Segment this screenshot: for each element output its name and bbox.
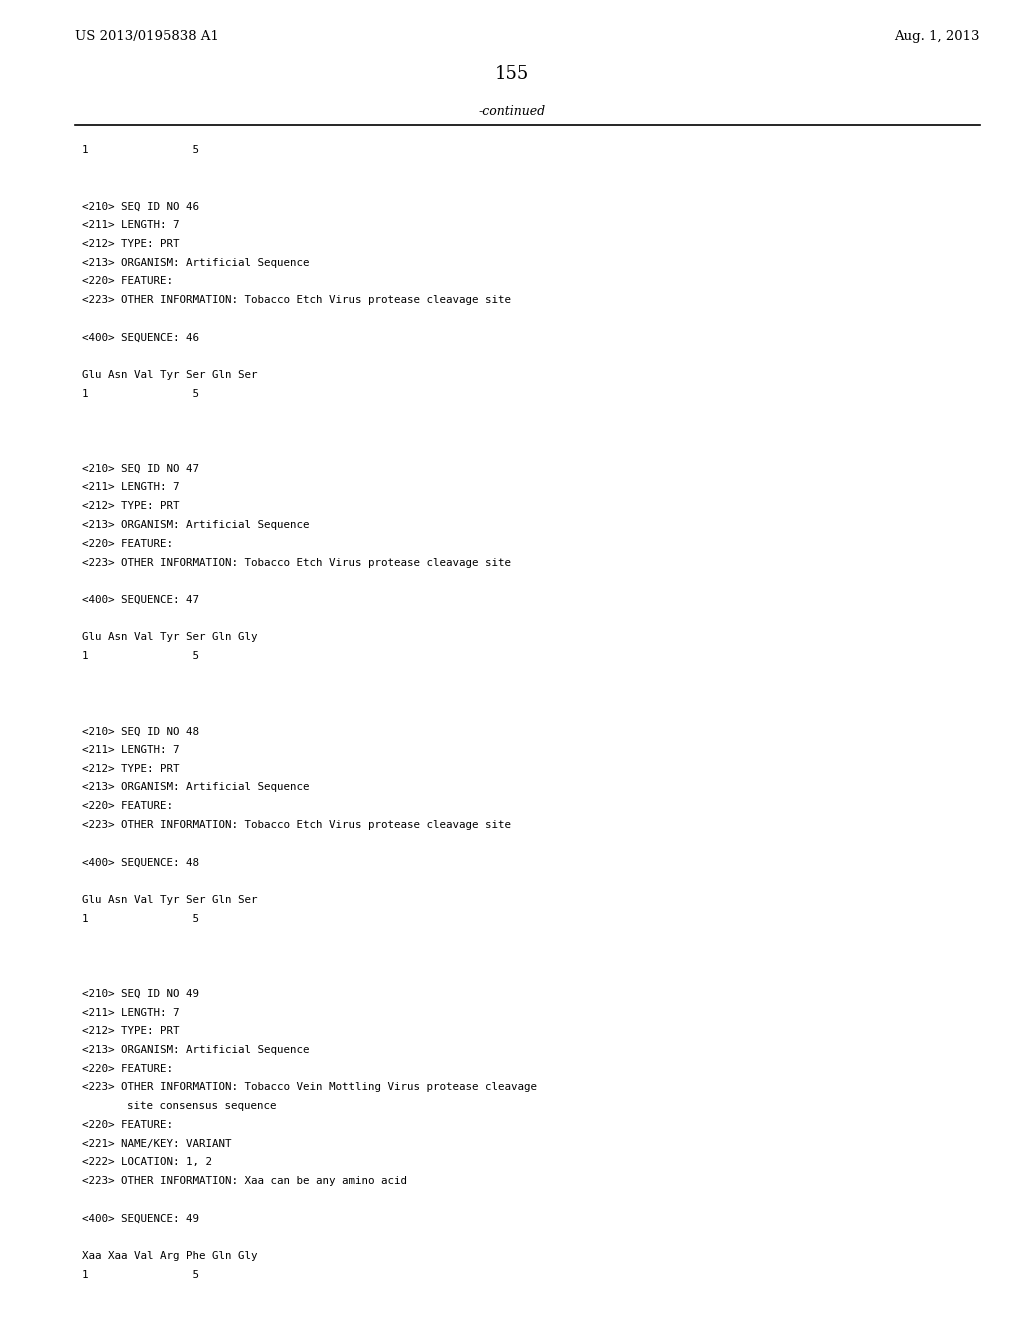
Text: Glu Asn Val Tyr Ser Gln Gly: Glu Asn Val Tyr Ser Gln Gly: [82, 632, 257, 643]
Text: <213> ORGANISM: Artificial Sequence: <213> ORGANISM: Artificial Sequence: [82, 783, 309, 792]
Text: <400> SEQUENCE: 49: <400> SEQUENCE: 49: [82, 1214, 199, 1224]
Text: <400> SEQUENCE: 47: <400> SEQUENCE: 47: [82, 595, 199, 605]
Text: <223> OTHER INFORMATION: Tobacco Etch Virus protease cleavage site: <223> OTHER INFORMATION: Tobacco Etch Vi…: [82, 820, 511, 830]
Text: <212> TYPE: PRT: <212> TYPE: PRT: [82, 764, 179, 774]
Text: <220> FEATURE:: <220> FEATURE:: [82, 1064, 173, 1073]
Text: <211> LENGTH: 7: <211> LENGTH: 7: [82, 220, 179, 230]
Text: <220> FEATURE:: <220> FEATURE:: [82, 539, 173, 549]
Text: 1                5: 1 5: [82, 651, 199, 661]
Text: 1                5: 1 5: [82, 389, 199, 399]
Text: -continued: -continued: [478, 106, 546, 117]
Text: <212> TYPE: PRT: <212> TYPE: PRT: [82, 1026, 179, 1036]
Text: Xaa Xaa Val Arg Phe Gln Gly: Xaa Xaa Val Arg Phe Gln Gly: [82, 1251, 257, 1261]
Text: <213> ORGANISM: Artificial Sequence: <213> ORGANISM: Artificial Sequence: [82, 1045, 309, 1055]
Text: <213> ORGANISM: Artificial Sequence: <213> ORGANISM: Artificial Sequence: [82, 257, 309, 268]
Text: <223> OTHER INFORMATION: Xaa can be any amino acid: <223> OTHER INFORMATION: Xaa can be any …: [82, 1176, 407, 1187]
Text: <210> SEQ ID NO 49: <210> SEQ ID NO 49: [82, 989, 199, 999]
Text: 1                5: 1 5: [82, 1270, 199, 1280]
Text: <400> SEQUENCE: 46: <400> SEQUENCE: 46: [82, 333, 199, 342]
Text: <211> LENGTH: 7: <211> LENGTH: 7: [82, 1007, 179, 1018]
Text: <223> OTHER INFORMATION: Tobacco Etch Virus protease cleavage site: <223> OTHER INFORMATION: Tobacco Etch Vi…: [82, 557, 511, 568]
Text: <211> LENGTH: 7: <211> LENGTH: 7: [82, 483, 179, 492]
Text: <211> LENGTH: 7: <211> LENGTH: 7: [82, 744, 179, 755]
Text: <213> ORGANISM: Artificial Sequence: <213> ORGANISM: Artificial Sequence: [82, 520, 309, 531]
Text: <212> TYPE: PRT: <212> TYPE: PRT: [82, 502, 179, 511]
Text: <223> OTHER INFORMATION: Tobacco Etch Virus protease cleavage site: <223> OTHER INFORMATION: Tobacco Etch Vi…: [82, 294, 511, 305]
Text: <220> FEATURE:: <220> FEATURE:: [82, 1119, 173, 1130]
Text: <210> SEQ ID NO 46: <210> SEQ ID NO 46: [82, 201, 199, 211]
Text: Glu Asn Val Tyr Ser Gln Ser: Glu Asn Val Tyr Ser Gln Ser: [82, 370, 257, 380]
Text: <210> SEQ ID NO 47: <210> SEQ ID NO 47: [82, 463, 199, 474]
Text: <223> OTHER INFORMATION: Tobacco Vein Mottling Virus protease cleavage: <223> OTHER INFORMATION: Tobacco Vein Mo…: [82, 1082, 537, 1093]
Text: <220> FEATURE:: <220> FEATURE:: [82, 276, 173, 286]
Text: <220> FEATURE:: <220> FEATURE:: [82, 801, 173, 812]
Text: 1                5: 1 5: [82, 145, 199, 154]
Text: Aug. 1, 2013: Aug. 1, 2013: [895, 30, 980, 44]
Text: US 2013/0195838 A1: US 2013/0195838 A1: [75, 30, 219, 44]
Text: <400> SEQUENCE: 48: <400> SEQUENCE: 48: [82, 858, 199, 867]
Text: site consensus sequence: site consensus sequence: [127, 1101, 276, 1111]
Text: <210> SEQ ID NO 48: <210> SEQ ID NO 48: [82, 726, 199, 737]
Text: 1                5: 1 5: [82, 913, 199, 924]
Text: 155: 155: [495, 65, 529, 83]
Text: Glu Asn Val Tyr Ser Gln Ser: Glu Asn Val Tyr Ser Gln Ser: [82, 895, 257, 906]
Text: <212> TYPE: PRT: <212> TYPE: PRT: [82, 239, 179, 248]
Text: <222> LOCATION: 1, 2: <222> LOCATION: 1, 2: [82, 1158, 212, 1167]
Text: <221> NAME/KEY: VARIANT: <221> NAME/KEY: VARIANT: [82, 1139, 231, 1148]
